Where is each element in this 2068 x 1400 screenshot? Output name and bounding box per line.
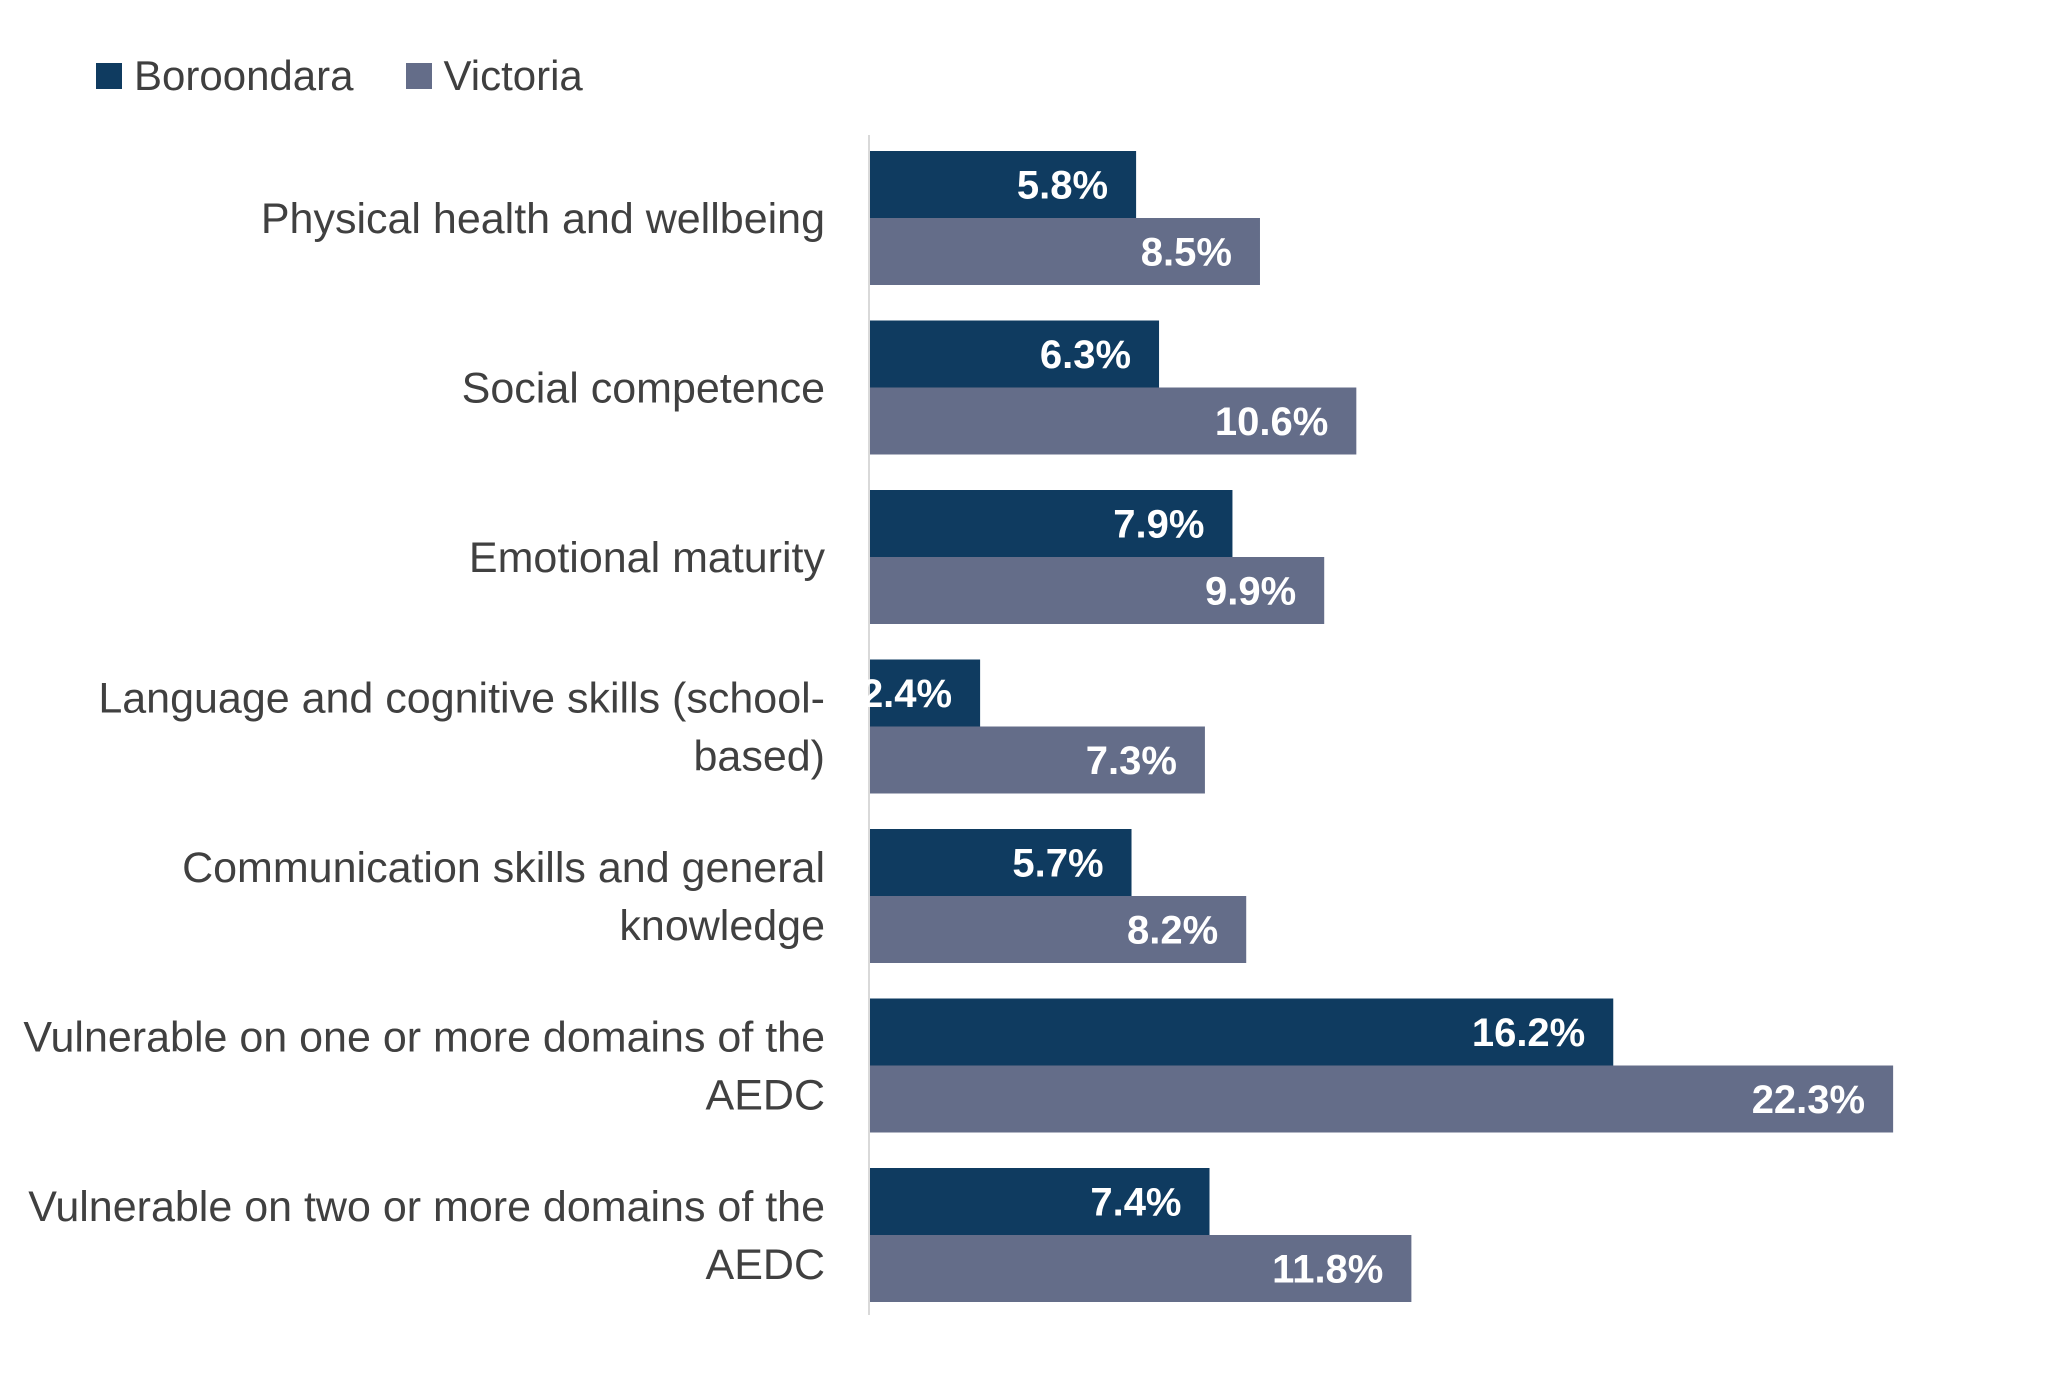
- data-label-victoria: 8.2%: [1127, 909, 1218, 953]
- bar-victoria: [870, 387, 1357, 455]
- bar-victoria: [870, 218, 1260, 285]
- category-label: Language and cognitive skills (school-ba…: [98, 675, 825, 781]
- legend-swatch-boroondara: [96, 63, 122, 89]
- category-label: Emotional maturity: [469, 534, 826, 582]
- data-label-boroondara: 7.4%: [1090, 1181, 1181, 1225]
- data-label-boroondara: 16.2%: [1472, 1011, 1585, 1055]
- legend-item-boroondara: Boroondara: [96, 52, 354, 100]
- data-label-boroondara: 5.7%: [1012, 842, 1103, 886]
- bar-victoria: [870, 1065, 1894, 1133]
- bar-victoria: [870, 1235, 1412, 1302]
- legend-swatch-victoria: [405, 63, 432, 89]
- bar-boroondara: [870, 320, 1160, 388]
- legend-label-victoria: Victoria: [443, 52, 583, 99]
- category-label: Physical health and wellbeing: [261, 195, 825, 243]
- bar-boroondara: [870, 998, 1614, 1066]
- category-label: Vulnerable on one or more domains of the…: [23, 1014, 825, 1120]
- legend-label-boroondara: Boroondara: [134, 52, 354, 99]
- data-label-boroondara: 2.4%: [861, 672, 952, 716]
- data-label-victoria: 22.3%: [1752, 1078, 1865, 1122]
- data-label-boroondara: 7.9%: [1113, 503, 1204, 547]
- bar-victoria: [870, 896, 1247, 963]
- data-label-victoria: 11.8%: [1272, 1248, 1383, 1292]
- bar-boroondara: [870, 659, 981, 727]
- bar-boroondara: [870, 829, 1132, 896]
- data-label-boroondara: 6.3%: [1040, 333, 1131, 377]
- category-label: Social competence: [462, 365, 825, 413]
- category-label: Vulnerable on two or more domains of the…: [28, 1183, 825, 1289]
- bar-victoria: [870, 726, 1205, 794]
- data-label-victoria: 8.5%: [1141, 231, 1232, 275]
- bar-boroondara: [870, 490, 1233, 557]
- bar-victoria: [870, 557, 1325, 624]
- category-label: Communication skills and general knowledg…: [182, 844, 825, 950]
- legend-item-victoria: Victoria: [405, 52, 583, 100]
- data-label-victoria: 7.3%: [1086, 739, 1177, 783]
- data-label-boroondara: 5.8%: [1017, 164, 1108, 208]
- bar-boroondara: [870, 151, 1137, 218]
- data-label-victoria: 9.9%: [1205, 570, 1296, 614]
- bar-boroondara: [870, 1168, 1210, 1235]
- legend: Boroondara Victoria: [96, 52, 583, 100]
- data-label-victoria: 10.6%: [1215, 400, 1328, 444]
